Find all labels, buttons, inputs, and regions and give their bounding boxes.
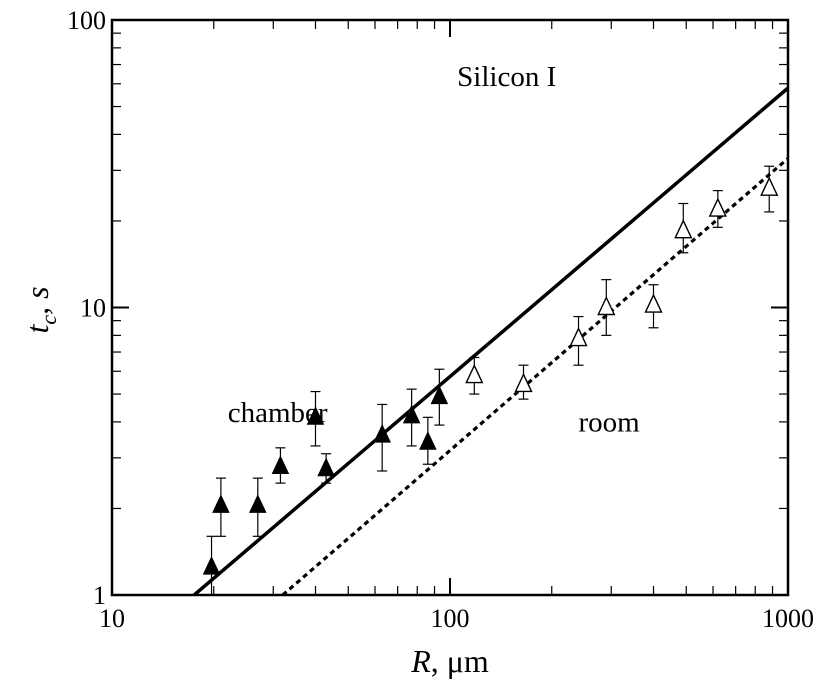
y-axis-title-unit: , s xyxy=(19,286,55,314)
room-data-point xyxy=(597,295,616,316)
chamber-data-point xyxy=(249,494,267,513)
room-data-point xyxy=(569,326,588,347)
fit-line-solid xyxy=(193,86,788,595)
minor-ticks xyxy=(112,20,788,595)
chamber-data-point xyxy=(271,455,290,474)
y-tick-label: 100 xyxy=(67,6,106,35)
room-data-point xyxy=(760,176,779,196)
chamber-data-point xyxy=(430,385,449,405)
annotation-label: Silicon I xyxy=(457,61,556,93)
y-axis-title-subscript: c xyxy=(36,315,61,325)
annotation-label: chamber xyxy=(228,397,328,429)
y-tick-label: 10 xyxy=(80,294,106,323)
chamber-data-point xyxy=(419,431,437,450)
fit-line-dotted xyxy=(281,157,788,595)
room-data-point xyxy=(514,372,533,393)
y-tick-label: 1 xyxy=(93,581,106,610)
error-bars xyxy=(206,165,775,596)
y-axis-title-symbol: t xyxy=(19,324,55,334)
chamber-data-point xyxy=(202,555,221,575)
x-axis-title-unit: , μm xyxy=(431,643,489,679)
plot-frame xyxy=(110,18,790,597)
room-data-point xyxy=(644,293,663,313)
x-axis-title: R, μm xyxy=(410,643,489,679)
fit-lines xyxy=(193,86,788,595)
chamber-data-point xyxy=(306,406,325,425)
annotations: Silicon I chamber room xyxy=(228,61,640,439)
x-tick-label: 1000 xyxy=(762,604,814,633)
chamber-data-point xyxy=(317,457,335,477)
major-ticks xyxy=(111,19,789,596)
x-axis-title-symbol: R xyxy=(410,643,431,679)
data-markers xyxy=(202,176,779,575)
room-data-point xyxy=(465,363,484,384)
room-data-point xyxy=(674,219,693,239)
annotation-label: room xyxy=(579,407,641,439)
room-data-point xyxy=(708,197,727,217)
x-tick-label: 100 xyxy=(431,604,470,633)
x-tick-label: 10 xyxy=(99,604,125,633)
chamber-data-point xyxy=(373,423,391,443)
chamber-data-point xyxy=(212,494,230,513)
chamber-data-point xyxy=(402,404,421,424)
y-axis-title: tc, s xyxy=(19,286,61,333)
